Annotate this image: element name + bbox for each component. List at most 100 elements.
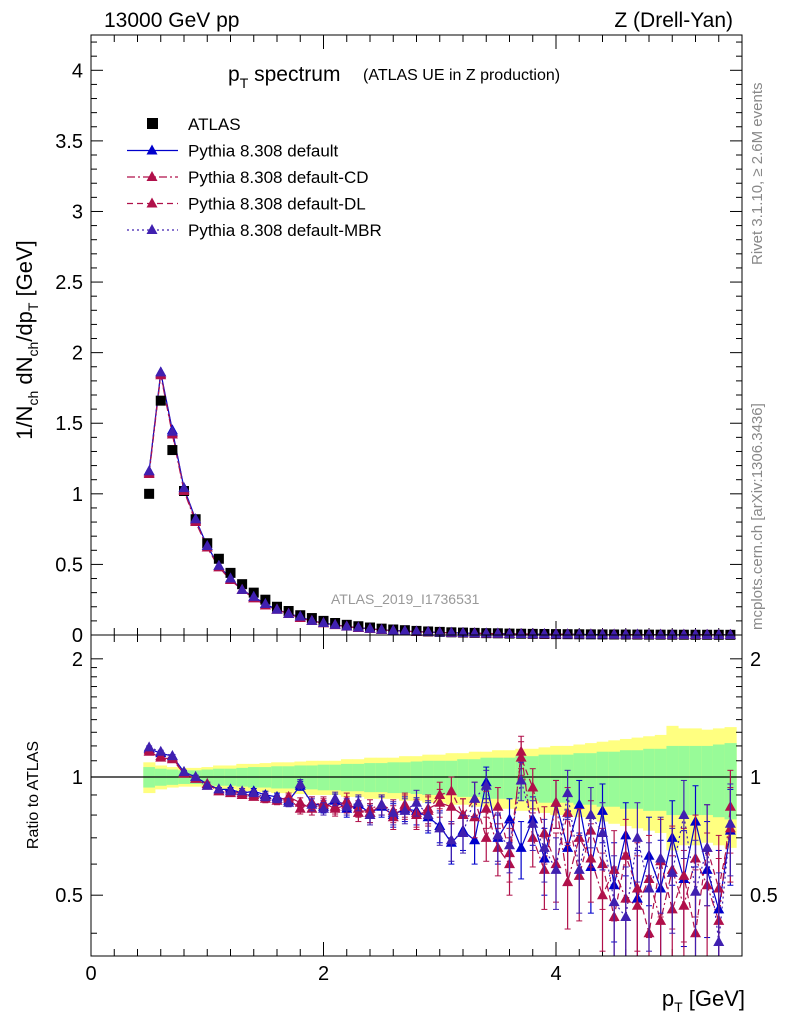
rivet-version-label: Rivet 3.1.10, ≥ 2.6M events — [749, 83, 766, 266]
ratio-data-point — [655, 914, 667, 925]
ratio-data-point — [562, 787, 574, 798]
mc-data-point — [422, 626, 434, 637]
lower-y-tick-label-right: 2 — [750, 649, 761, 671]
mc-data-point — [701, 628, 713, 639]
mc-data-point — [690, 628, 701, 639]
uncertainty-bands — [143, 725, 737, 851]
inner-band-segment — [619, 750, 633, 809]
mc-data-point — [597, 628, 608, 639]
inner-band-segment — [701, 745, 714, 816]
ratio-data-point — [690, 885, 701, 896]
x-tick-label: 4 — [550, 963, 561, 985]
ratio-data-point — [701, 841, 713, 852]
inner-band-segment — [666, 745, 679, 816]
upper-y-axis-label: 1/Nch dNch/dpT [GeV] — [12, 240, 41, 440]
legend-triangle-marker — [146, 197, 158, 208]
inner-band-segment — [433, 760, 447, 795]
ratio-data-point — [480, 831, 492, 842]
legend-entry: Pythia 8.308 default — [127, 142, 339, 161]
ratio-series-line — [148, 746, 731, 943]
mc-data-point — [573, 628, 585, 639]
upper-panel: 0 0.5 1 1.5 2 2.5 3 3.5 4 pT spectrum (ATLAS UE … — [12, 34, 743, 647]
ratio-data-point — [504, 813, 515, 824]
ratio-data-point — [666, 866, 678, 877]
upper-y-tick-label: 2.5 — [55, 272, 83, 294]
mc-data-point — [271, 603, 283, 614]
ratio-data-point — [376, 798, 388, 809]
ratio-data-point — [480, 802, 492, 813]
ratio-data-point — [364, 809, 376, 820]
inner-band-segment — [410, 761, 423, 795]
inner-band-segment — [585, 753, 598, 805]
mc-data-point — [620, 628, 632, 639]
mc-data-point — [550, 628, 562, 639]
title-p: p — [228, 63, 240, 86]
atlas-data-point — [155, 395, 166, 406]
ratio-data-point — [585, 809, 597, 820]
ratio-data-point — [341, 800, 353, 811]
mc-data-point — [527, 628, 539, 639]
inner-band-segment — [608, 751, 621, 807]
lower-y-tick-label: 1 — [72, 767, 83, 789]
ratio-data-point — [155, 745, 167, 756]
ratio-data-point — [411, 796, 422, 807]
mc-data-point — [352, 621, 364, 632]
inner-band-segment — [422, 760, 435, 795]
inner-band-segment — [492, 757, 505, 799]
mc-data-point — [434, 626, 446, 637]
upper-y-tick-label: 2 — [72, 343, 83, 365]
mc-data-point — [213, 559, 225, 570]
ratio-data-point — [515, 751, 527, 762]
ratio-data-point — [515, 774, 527, 785]
ratio-data-point — [504, 839, 515, 850]
upper-y-tick-label: 1.5 — [55, 413, 83, 435]
ratio-data-point — [318, 802, 329, 813]
ratio-data-point — [225, 785, 236, 796]
inner-band-segment — [712, 744, 726, 818]
mc-data-point — [190, 513, 202, 524]
ratio-data-point — [178, 765, 190, 776]
x-axis-label: pT [GeV] — [662, 986, 745, 1015]
ratio-data-point — [271, 792, 283, 803]
lower-y-axis-label: Ratio to ATLAS — [25, 741, 42, 849]
ratio-data-point — [445, 834, 457, 845]
ratio-data-point — [631, 831, 643, 842]
upper-y-tick-label: 0.5 — [55, 554, 83, 576]
mc-data-point — [166, 425, 178, 436]
title-spectrum: spectrum — [248, 63, 340, 86]
inner-band-segment — [457, 759, 470, 797]
mc-data-point — [585, 628, 597, 639]
mc-data-point — [411, 625, 422, 636]
ratio-data-point — [515, 841, 527, 852]
legend-entry: Pythia 8.308 default-DL — [127, 195, 366, 214]
ratio-data-point — [597, 827, 608, 838]
title-note: (ATLAS UE in Z production) — [363, 67, 560, 84]
ratio-data-point — [550, 796, 562, 807]
plot-title: pT spectrum (ATLAS UE in Z production) — [228, 63, 560, 91]
ratio-data-point — [387, 806, 399, 817]
lower-y-tick-label: 2 — [72, 649, 83, 671]
ratio-data-point — [259, 790, 271, 801]
ratio-data-point — [434, 822, 446, 833]
mc-data-point — [655, 628, 667, 639]
x-tick-label: 0 — [85, 963, 96, 985]
ratio-data-point — [492, 800, 504, 811]
inner-band-segment — [631, 750, 644, 809]
inner-band-segment — [654, 748, 667, 811]
ratio-data-point — [283, 796, 295, 807]
header-left: 13000 GeV pp — [104, 9, 239, 32]
atlas-data-point — [144, 488, 155, 499]
inner-band-segment — [399, 762, 412, 794]
ratio-data-point — [608, 896, 620, 907]
ratio-data-point — [573, 798, 585, 809]
mc-data-point — [724, 628, 736, 639]
ratio-data-point — [469, 792, 481, 803]
inner-band-segment — [573, 753, 586, 805]
mc-data-point — [236, 583, 248, 594]
upper-y-tick-label: 1 — [72, 484, 83, 506]
ratio-data-point — [166, 750, 178, 761]
ratio-data-point — [422, 809, 434, 820]
ratio-data-point — [352, 796, 364, 807]
ratio-data-point — [294, 777, 306, 788]
